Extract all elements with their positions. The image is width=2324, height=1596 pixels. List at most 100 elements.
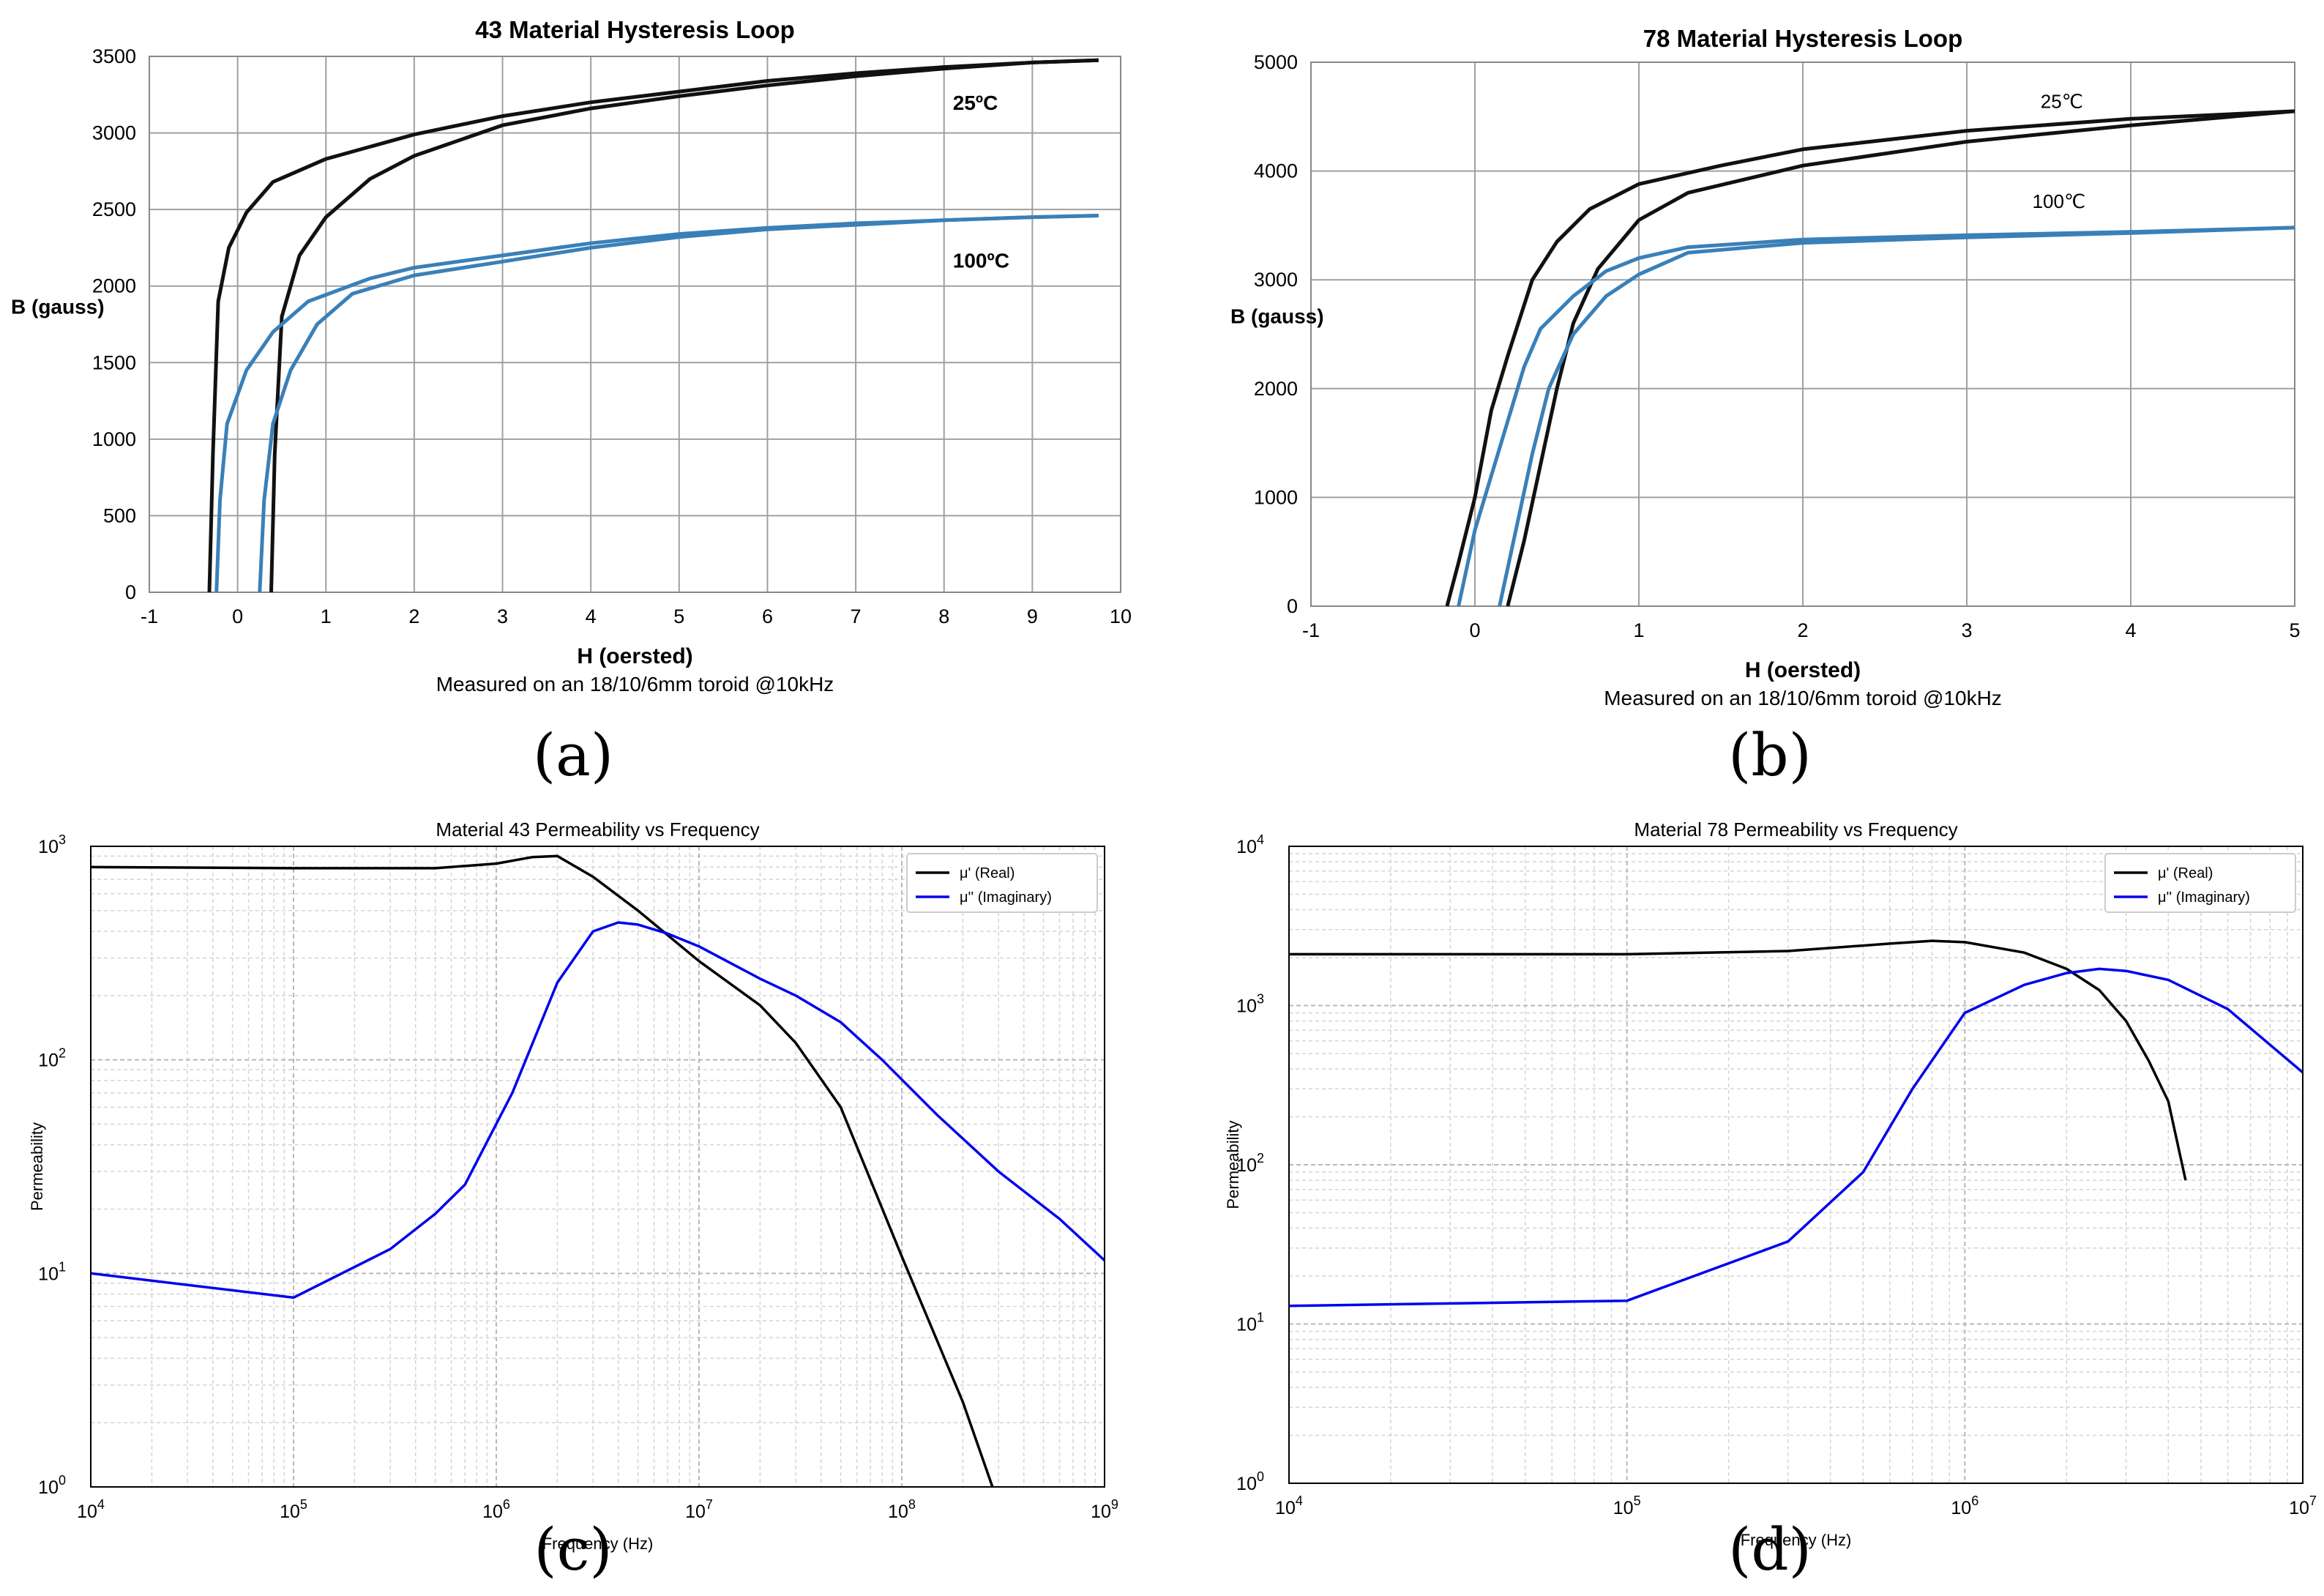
chart-title: 43 Material Hysteresis Loop (475, 16, 795, 43)
plot-frame (1288, 846, 2304, 1484)
x-tick-label: 0 (232, 605, 243, 627)
series-line-blue (214, 214, 1099, 593)
y-axis-label: Permeability (1224, 1120, 1242, 1209)
curve-annotation: 25ºC (953, 92, 998, 114)
legend-entry: μ' (Real) (2158, 865, 2213, 881)
y-tick-label: 1000 (92, 428, 136, 450)
x-axis-label: H (oersted) (577, 644, 692, 668)
y-tick-label: 1000 (1254, 486, 1298, 508)
x-tick-label: 106 (1951, 1494, 1979, 1518)
legend: μ' (Real) μ'' (Imaginary) (906, 853, 1098, 913)
x-tick-label: 2 (408, 605, 419, 627)
caption-c: (c) (534, 1515, 613, 1584)
panel-b: -1 0 1 2 3 4 5 0 1000 2000 3000 4000 5000 78 Material… (1162, 0, 2324, 794)
plot-frame (149, 56, 1121, 593)
y-tick-label: 4000 (1254, 160, 1298, 182)
chart-a-svg: -1 0 1 2 3 4 5 6 7 8 9 1005001000150020002500300035… (11, 16, 1132, 696)
y-tick-label: 1500 (92, 351, 136, 373)
chart-subtitle: Measured on an 18/10/6mm toroid @10kHz (436, 673, 834, 696)
x-tick-label: 3 (497, 605, 508, 627)
series-line-black (1445, 109, 2295, 607)
y-axis-label: B (gauss) (1230, 305, 1324, 328)
chart-title: Material 78 Permeability vs Frequency (1634, 818, 1957, 840)
x-tick-label: 9 (1027, 605, 1038, 627)
x-tick-label: 3 (1961, 619, 1972, 641)
y-tick-label: 100 (38, 1473, 66, 1498)
x-tick-label: 7 (851, 605, 862, 627)
caption-d: (d) (1728, 1515, 1812, 1584)
y-axis-label: Permeability (28, 1122, 46, 1211)
series-line-black (269, 58, 1099, 593)
panel-d: 104 105 106 107 100 101 102 103 104 Material 78 P… (1162, 794, 2324, 1592)
caption-a: (a) (532, 721, 614, 789)
y-tick-label: 101 (1236, 1310, 1264, 1335)
x-tick-label: 105 (1613, 1494, 1641, 1518)
chart-b-grid (1310, 61, 2295, 607)
y-tick-label: 3500 (92, 45, 136, 67)
x-tick-label: 1 (321, 605, 332, 627)
series-line-black (207, 58, 1099, 593)
curve-annotation: 25℃ (2041, 90, 2083, 112)
y-tick-label: 3000 (1254, 269, 1298, 291)
series-line-black (1506, 109, 2295, 607)
series-line-blue (1498, 225, 2295, 607)
x-tick-label: 107 (2289, 1494, 2317, 1518)
curve-annotation: 100℃ (2033, 190, 2086, 212)
y-tick-label: 2000 (92, 275, 136, 297)
x-tick-label: 4 (2125, 619, 2136, 641)
y-tick-label: 0 (125, 581, 136, 603)
x-tick-label: 104 (77, 1497, 105, 1522)
y-tick-label: 102 (38, 1046, 66, 1071)
chart-subtitle: Measured on an 18/10/6mm toroid @10kHz (1604, 687, 2002, 709)
x-tick-label: 105 (280, 1497, 307, 1522)
x-tick-label: 0 (1469, 619, 1480, 641)
x-tick-label: 5 (2289, 619, 2300, 641)
chart-title: 78 Material Hysteresis Loop (1643, 25, 1963, 52)
y-tick-label: 100 (1236, 1469, 1264, 1494)
series-line-blue (258, 214, 1099, 593)
y-axis-label: B (gauss) (11, 295, 105, 318)
y-tick-label: 101 (38, 1259, 66, 1284)
x-tick-label: 10 (1110, 605, 1132, 627)
x-tick-label: 5 (673, 605, 684, 627)
y-tick-label: 103 (1236, 992, 1264, 1017)
x-tick-label: 2 (1797, 619, 1808, 641)
legend-box (906, 853, 1098, 913)
legend-entry: μ'' (Imaginary) (2158, 890, 2250, 906)
series-line-imaginary (1289, 967, 2303, 1308)
y-tick-label: 5000 (1254, 51, 1298, 73)
x-axis-label: Frequency (Hz) (1741, 1531, 1852, 1549)
series-line-imaginary (91, 921, 1105, 1299)
y-tick-label: 2000 (1254, 378, 1298, 400)
legend: μ' (Real) μ'' (Imaginary) (2104, 853, 2296, 913)
chart-title: Material 43 Permeability vs Frequency (436, 818, 759, 840)
y-tick-label: 0 (1287, 595, 1298, 617)
x-tick-label: -1 (141, 605, 158, 627)
x-tick-label: 6 (762, 605, 773, 627)
y-tick-label: 104 (1236, 832, 1264, 857)
legend-box (2104, 853, 2296, 913)
panel-c: 104 105 106 107 108 109 100 101 102 103 Material 4… (0, 794, 1162, 1592)
y-tick-label: 2500 (92, 198, 136, 220)
curve-annotation: 100ºC (953, 250, 1009, 272)
x-tick-label: 109 (1091, 1497, 1118, 1522)
x-tick-label: 1 (1633, 619, 1644, 641)
y-tick-label: 3000 (92, 122, 136, 144)
chart-a-grid (149, 56, 1121, 593)
legend-entry: μ'' (Imaginary) (960, 890, 1052, 906)
y-tick-label: 500 (103, 504, 136, 526)
x-tick-label: 104 (1275, 1494, 1303, 1518)
plot-frame (90, 846, 1105, 1488)
y-tick-label: 103 (38, 832, 66, 857)
legend-entry: μ' (Real) (960, 865, 1015, 881)
series-line-real (91, 854, 994, 1487)
panel-a: -1 0 1 2 3 4 5 6 7 8 9 10 0 500 1000 1500 2000 2500 3000 35… (0, 0, 1162, 794)
caption-b: (b) (1728, 721, 1812, 789)
series-line-real (1289, 939, 2187, 1181)
x-axis-label: Frequency (Hz) (542, 1535, 654, 1553)
x-tick-label: 8 (938, 605, 949, 627)
